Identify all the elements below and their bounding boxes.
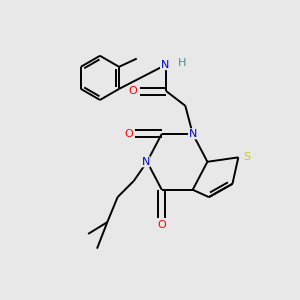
Text: N: N — [141, 157, 150, 167]
Text: S: S — [243, 152, 250, 162]
Text: O: O — [124, 129, 133, 139]
Text: N: N — [188, 129, 197, 139]
Text: O: O — [129, 86, 138, 96]
Text: H: H — [178, 58, 187, 68]
Text: O: O — [158, 220, 166, 230]
Text: N: N — [160, 60, 169, 70]
